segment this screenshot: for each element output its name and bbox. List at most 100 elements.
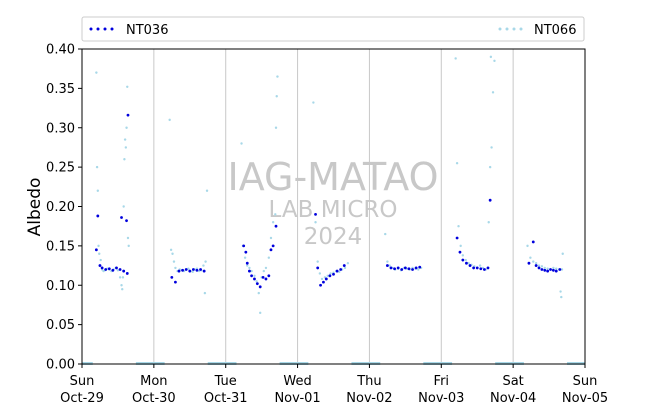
data-point-nt036 [250, 274, 253, 278]
data-point-nt066 [454, 57, 457, 60]
legend-marker-nt036 [89, 27, 93, 31]
data-point-nt066 [97, 244, 100, 248]
data-point-nt036 [126, 113, 130, 117]
data-point-nt036 [120, 216, 123, 219]
data-point-nt066 [552, 266, 555, 270]
data-point-nt066 [537, 264, 541, 267]
data-point-nt066 [386, 260, 389, 263]
data-point-nt066 [96, 189, 100, 192]
legend-marker-nt066 [498, 27, 502, 31]
data-point-nt036 [170, 275, 174, 279]
data-point-nt066 [174, 266, 177, 270]
data-point-nt036 [393, 267, 396, 271]
data-point-nt036 [267, 274, 271, 278]
y-tick-label: 0.25 [46, 161, 75, 176]
y-axis-title: Albedo [25, 178, 45, 237]
data-point-nt036 [242, 244, 246, 248]
data-point-nt036 [111, 268, 115, 272]
data-point-nt036 [488, 198, 492, 202]
data-point-nt066 [126, 85, 129, 89]
series-nt036 [94, 113, 562, 289]
data-point-nt036 [261, 275, 265, 279]
data-point-nt066 [464, 258, 467, 262]
data-point-nt066 [316, 260, 319, 263]
data-point-nt066 [116, 269, 120, 272]
data-point-nt036 [269, 248, 273, 252]
data-point-nt036 [258, 285, 262, 289]
y-tick-label: 0.30 [46, 121, 75, 136]
data-point-nt036 [335, 269, 339, 273]
data-point-nt066 [250, 269, 253, 273]
data-point-nt036 [418, 265, 422, 269]
data-point-nt066 [275, 95, 278, 98]
data-point-nt036 [181, 268, 185, 272]
x-tick-label-date: Oct-31 [204, 391, 248, 406]
data-point-nt036 [98, 264, 102, 267]
y-tick-label: 0.10 [46, 279, 75, 294]
x-tick-label-day: Thu [356, 374, 381, 389]
data-point-nt066 [555, 267, 558, 270]
data-point-nt036 [244, 250, 248, 254]
data-point-nt066 [123, 138, 127, 141]
data-point-nt036 [551, 268, 555, 272]
data-point-nt066 [493, 59, 496, 63]
x-axis-ticks: Sun Oct-29 Mon Oct-30 Tue Oct-31 Wed Nov-01 Thu N… [60, 364, 608, 406]
data-point-nt036 [125, 219, 128, 223]
data-point-nt036 [264, 277, 268, 281]
data-point-nt036 [177, 269, 181, 273]
data-point-nt066 [560, 268, 564, 271]
data-point-nt036 [328, 274, 332, 278]
data-point-nt066 [243, 256, 247, 259]
data-point-nt066 [487, 221, 490, 224]
legend-marker-nt036 [103, 27, 107, 31]
x-tick-label-day: Wed [283, 374, 311, 389]
data-point-nt036 [96, 214, 100, 218]
data-point-nt066 [276, 75, 279, 78]
data-point-nt066 [320, 277, 324, 281]
data-point-nt066 [532, 260, 535, 263]
data-point-nt066 [95, 165, 99, 169]
data-point-nt036 [411, 268, 414, 271]
watermark-line-2: LAB MICRO [269, 197, 398, 223]
x-tick-label-date: Nov-02 [346, 391, 392, 406]
data-point-nt066 [257, 291, 260, 295]
data-point-nt036 [184, 268, 188, 271]
data-point-nt066 [121, 287, 124, 291]
data-point-nt036 [543, 268, 547, 272]
data-point-nt036 [468, 264, 472, 267]
x-tick-label-date: Nov-05 [562, 391, 608, 406]
data-point-nt036 [479, 267, 483, 271]
data-point-nt036 [546, 269, 550, 273]
data-point-nt066 [264, 266, 268, 270]
data-point-nt066 [121, 276, 125, 279]
data-point-nt066 [205, 189, 209, 192]
data-point-nt066 [203, 291, 207, 295]
data-point-nt066 [255, 280, 258, 283]
data-point-nt066 [274, 213, 277, 216]
data-point-nt066 [98, 252, 101, 255]
data-point-nt066 [561, 252, 564, 255]
x-tick-label-day: Mon [140, 374, 167, 389]
x-tick-label-date: Nov-01 [274, 391, 320, 406]
x-tick-label-date: Nov-04 [490, 391, 536, 406]
data-point-nt036 [396, 266, 400, 270]
data-point-nt066 [271, 221, 275, 224]
data-point-nt036 [472, 266, 476, 270]
data-point-nt066 [459, 244, 462, 248]
data-point-nt066 [329, 272, 332, 275]
data-point-nt066 [120, 284, 123, 287]
data-point-nt036 [319, 283, 322, 287]
legend-label-nt036: NT036 [126, 23, 168, 38]
data-point-nt036 [403, 266, 407, 270]
data-point-nt066 [318, 272, 322, 275]
data-point-nt066 [124, 146, 128, 149]
x-tick-label-date: Oct-29 [60, 391, 104, 406]
data-point-nt036 [248, 269, 251, 273]
data-point-nt036 [540, 268, 544, 271]
data-point-nt066 [314, 221, 317, 224]
data-point-nt066 [122, 205, 125, 208]
data-point-nt036 [314, 212, 317, 216]
data-point-nt036 [537, 266, 541, 270]
data-point-nt066 [384, 232, 387, 236]
